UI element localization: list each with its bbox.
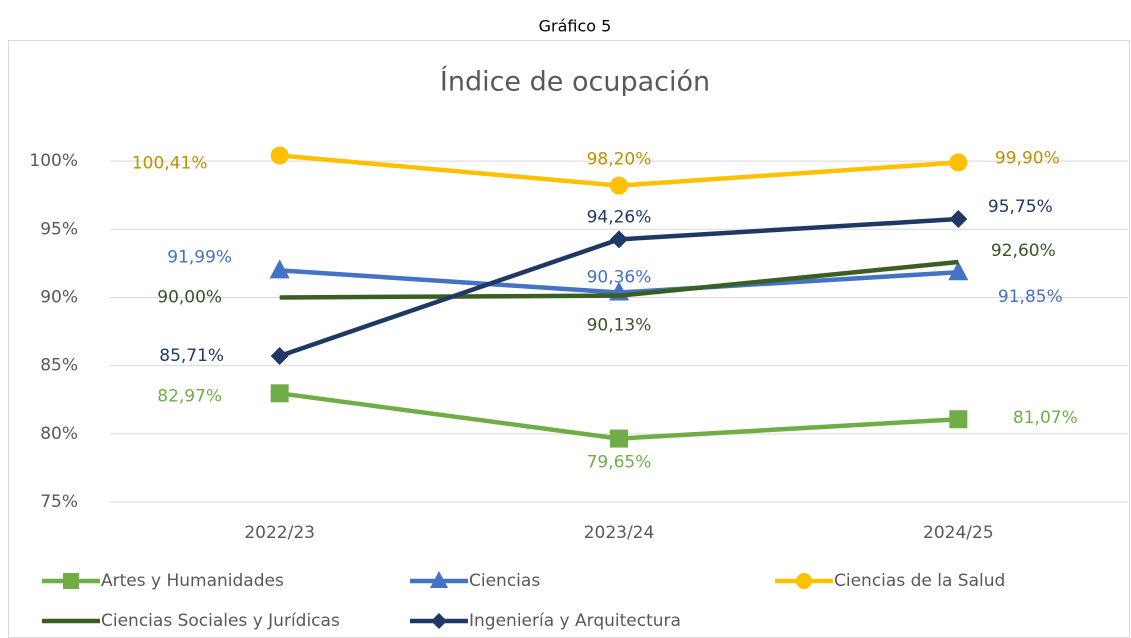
data-label: 90,13% xyxy=(587,316,652,336)
chart-title: Índice de ocupación xyxy=(440,66,710,98)
legend-marker xyxy=(431,613,447,629)
data-label: 98,20% xyxy=(587,150,652,170)
point-marker xyxy=(270,146,289,165)
x-tick-label: 2023/24 xyxy=(584,523,655,543)
x-tick-label: 2024/25 xyxy=(923,523,994,543)
y-tick-label: 90% xyxy=(40,287,78,307)
chart-border xyxy=(8,40,1130,638)
data-label: 90,00% xyxy=(157,287,222,307)
data-label: 94,26% xyxy=(587,207,652,227)
y-tick-label: 85% xyxy=(40,356,78,376)
point-marker xyxy=(948,261,969,281)
data-label: 79,65% xyxy=(587,453,652,473)
legend-label: Ciencias Sociales y Jurídicas xyxy=(101,611,340,631)
legend-marker xyxy=(430,571,448,588)
legend-label: Ciencias xyxy=(469,571,540,591)
point-marker xyxy=(949,210,968,229)
y-tick-label: 80% xyxy=(40,424,78,444)
x-tick-label: 2022/23 xyxy=(244,523,315,543)
legend-marker xyxy=(796,573,812,589)
data-label: 95,75% xyxy=(988,197,1053,217)
series-line xyxy=(279,259,959,300)
legend-marker xyxy=(63,573,79,589)
data-label: 91,85% xyxy=(998,287,1063,307)
y-tick-label: 100% xyxy=(29,151,78,171)
data-label: 81,07% xyxy=(1013,408,1078,428)
caption: Gráfico 5 xyxy=(539,17,612,36)
point-marker xyxy=(949,410,968,429)
point-marker xyxy=(269,259,290,279)
data-label: 92,60% xyxy=(991,241,1056,261)
point-marker xyxy=(270,346,289,365)
data-label: 100,41% xyxy=(132,154,208,174)
y-tick-label: 75% xyxy=(40,492,78,512)
data-label: 99,90% xyxy=(995,148,1060,168)
point-marker xyxy=(610,176,628,195)
data-label: 82,97% xyxy=(157,386,222,406)
legend-label: Artes y Humanidades xyxy=(101,571,284,591)
legend-label: Ciencias de la Salud xyxy=(834,571,1005,591)
data-label: 85,71% xyxy=(159,346,224,366)
point-marker xyxy=(270,384,289,403)
data-label: 90,36% xyxy=(587,268,652,288)
y-tick-label: 95% xyxy=(40,219,78,239)
point-marker xyxy=(610,230,628,249)
data-label: 91,99% xyxy=(167,247,232,267)
legend-label: Ingeniería y Arquitectura xyxy=(469,611,681,631)
point-marker xyxy=(610,429,628,448)
point-marker xyxy=(949,153,968,172)
